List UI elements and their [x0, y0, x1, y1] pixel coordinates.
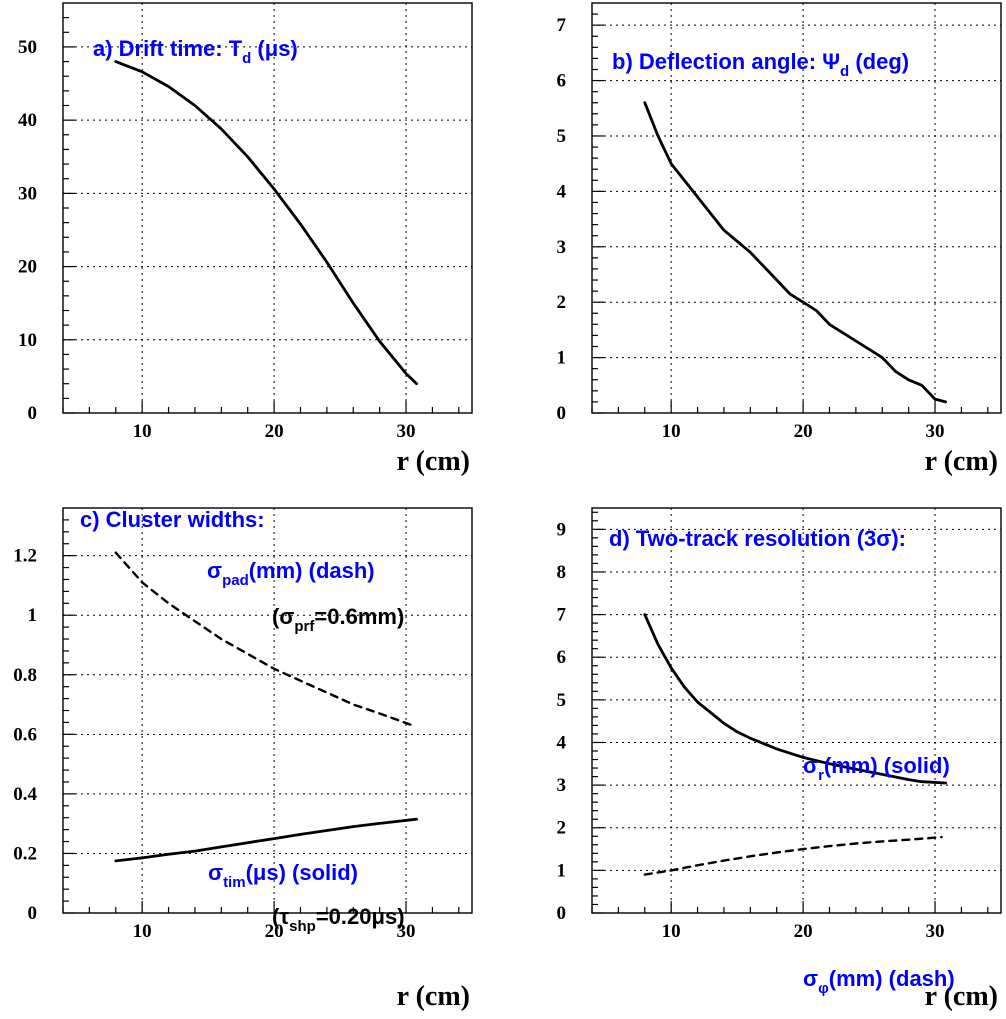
panel-d: 10 20 30 0 1 2 3 4 5 6 7 8 9 r (cm) d) Two-track resol… — [557, 507, 1002, 1012]
y-tick-label: 10 — [18, 330, 37, 351]
y-tick-label: 1 — [28, 605, 38, 626]
y-tick-label: 4 — [557, 181, 567, 202]
x-tick-label: 20 — [265, 921, 284, 942]
annotation-c1: c) Cluster widths: — [80, 507, 265, 532]
x-axis-title: r (cm) — [925, 446, 998, 477]
plot-frame — [591, 2, 1002, 414]
x-tick-label: 20 — [794, 921, 813, 942]
series-line-dashed — [114, 551, 414, 727]
y-tick-label: 4 — [557, 732, 567, 753]
x-tick-label: 30 — [926, 921, 945, 942]
annotation-d3: σφ(mm) (dash) — [803, 966, 955, 997]
annotation-d2: σr(mm) (solid) — [803, 753, 950, 784]
y-tick-label: 20 — [18, 257, 37, 278]
y-tick-label: 6 — [557, 71, 567, 92]
y-tick-label: 0.8 — [13, 665, 37, 686]
x-axis-title: r (cm) — [397, 981, 470, 1012]
annotation-c4: σtim(μs) (solid) — [208, 860, 358, 891]
y-tick-label: 30 — [18, 183, 37, 204]
x-tick-label: 20 — [265, 421, 284, 442]
x-axis-title: r (cm) — [925, 981, 998, 1012]
annotation-a: a) Drift time: Td (μs) — [93, 36, 298, 67]
y-tick-label: 0.2 — [13, 843, 37, 864]
panel-b: 10 20 30 0 1 2 3 4 5 6 7 r (cm) b) Deflection angle:… — [557, 2, 1002, 477]
series-line-solid — [643, 613, 947, 785]
x-tick-label: 20 — [794, 421, 813, 442]
annotation-b: b) Deflection angle: Ψd (deg) — [612, 49, 909, 80]
x-tick-label: 10 — [133, 921, 152, 942]
panel-c: 10 20 30 0 0.2 0.4 0.6 0.8 1 1.2 r (cm) c) Cluster … — [13, 507, 473, 1012]
y-tick-label: 3 — [557, 775, 567, 796]
y-tick-label: 1 — [557, 348, 567, 369]
annotation-c5: (τshp=0.20μs) — [272, 904, 405, 935]
series-line-dashed — [643, 835, 943, 876]
series-line-solid — [114, 817, 418, 863]
annotation-d1: d) Two-track resolution (3σ): — [609, 526, 906, 551]
y-tick-label: 0 — [28, 903, 38, 924]
y-tick-label: 0 — [28, 403, 38, 424]
y-tick-label: 8 — [557, 562, 567, 583]
y-tick-label: 3 — [557, 237, 567, 258]
y-tick-label: 50 — [18, 37, 37, 58]
y-tick-label: 0.4 — [13, 784, 37, 805]
y-tick-label: 1.2 — [13, 546, 37, 567]
y-tick-label: 7 — [557, 15, 567, 36]
y-tick-label: 0 — [557, 403, 567, 424]
series-line-solid — [643, 101, 947, 404]
annotation-c3: (σprf=0.6mm) — [272, 604, 404, 635]
x-tick-label: 10 — [133, 421, 152, 442]
panel-a: 10 20 30 0 10 20 30 40 50 r (cm) a) Drift time: Td… — [18, 2, 473, 477]
y-tick-label: 5 — [557, 126, 567, 147]
y-tick-label: 40 — [18, 110, 37, 131]
x-tick-label: 30 — [397, 921, 416, 942]
y-tick-label: 2 — [557, 818, 567, 839]
y-tick-label: 0 — [557, 903, 567, 924]
y-tick-label: 1 — [557, 860, 567, 881]
series-line-solid — [114, 60, 418, 386]
y-tick-label: 0.6 — [13, 724, 37, 745]
y-tick-label: 6 — [557, 647, 567, 668]
y-tick-label: 9 — [557, 519, 567, 540]
y-tick-label: 5 — [557, 690, 567, 711]
plot-frame — [591, 507, 1002, 914]
x-tick-label: 10 — [662, 921, 681, 942]
x-tick-label: 30 — [397, 421, 416, 442]
annotation-c2: σpad(mm) (dash) — [207, 558, 375, 589]
x-tick-label: 30 — [926, 421, 945, 442]
x-tick-label: 10 — [662, 421, 681, 442]
y-tick-label: 7 — [557, 605, 567, 626]
x-axis-title: r (cm) — [397, 446, 470, 477]
y-tick-label: 2 — [557, 292, 567, 313]
